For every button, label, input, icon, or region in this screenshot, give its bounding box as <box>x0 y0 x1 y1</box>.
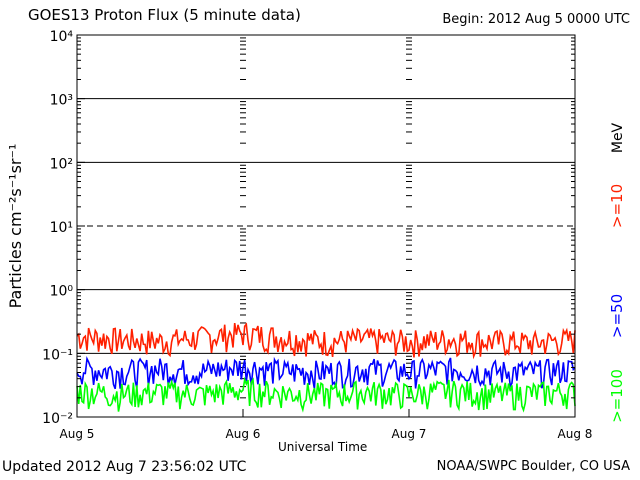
series-line-2 <box>76 376 576 413</box>
legend-item-1: >=50 <box>608 294 626 338</box>
y-tick-label: 10¹ <box>50 220 73 236</box>
x-tick-label: Aug 6 <box>226 427 261 441</box>
legend-label: >=50 <box>608 294 626 338</box>
chart-title: GOES13 Proton Flux (5 minute data) <box>28 6 301 24</box>
source-credit: NOAA/SWPC Boulder, CO USA <box>436 459 630 474</box>
x-tick-label: Aug 8 <box>558 427 593 441</box>
y-tick-label: 10³ <box>50 93 73 109</box>
x-tick-label: Aug 5 <box>60 427 95 441</box>
x-axis-title: Universal Time <box>278 440 368 454</box>
legend-label: >=100 <box>608 369 626 423</box>
legend-label: >=10 <box>608 184 626 228</box>
y-tick-label: 10⁰ <box>50 284 74 300</box>
proton-flux-chart: 10⁻² 10⁻¹ 10⁰ 10¹ 10² 10³ 10⁴ Aug 5 Aug 6 Aug 7 Au… <box>6 29 626 441</box>
y-tick-label: 10⁻¹ <box>42 347 73 363</box>
updated-timestamp: Updated 2012 Aug 7 23:56:02 UTC <box>2 459 247 475</box>
legend-item-2: >=100 <box>608 369 626 423</box>
series-line-0 <box>76 322 576 360</box>
x-tick-label: Aug 7 <box>392 427 427 441</box>
y-axis-title: Particles cm⁻²s⁻¹sr⁻¹ <box>6 144 25 309</box>
y-tick-label: 10⁻² <box>42 411 73 427</box>
legend-unit: MeV <box>610 122 626 153</box>
begin-time: Begin: 2012 Aug 5 0000 UTC <box>442 12 630 27</box>
legend-item-0: >=10 MeV <box>608 122 626 228</box>
series-line-1 <box>76 356 576 390</box>
y-tick-label: 10² <box>50 156 73 172</box>
y-tick-label: 10⁴ <box>50 29 74 45</box>
